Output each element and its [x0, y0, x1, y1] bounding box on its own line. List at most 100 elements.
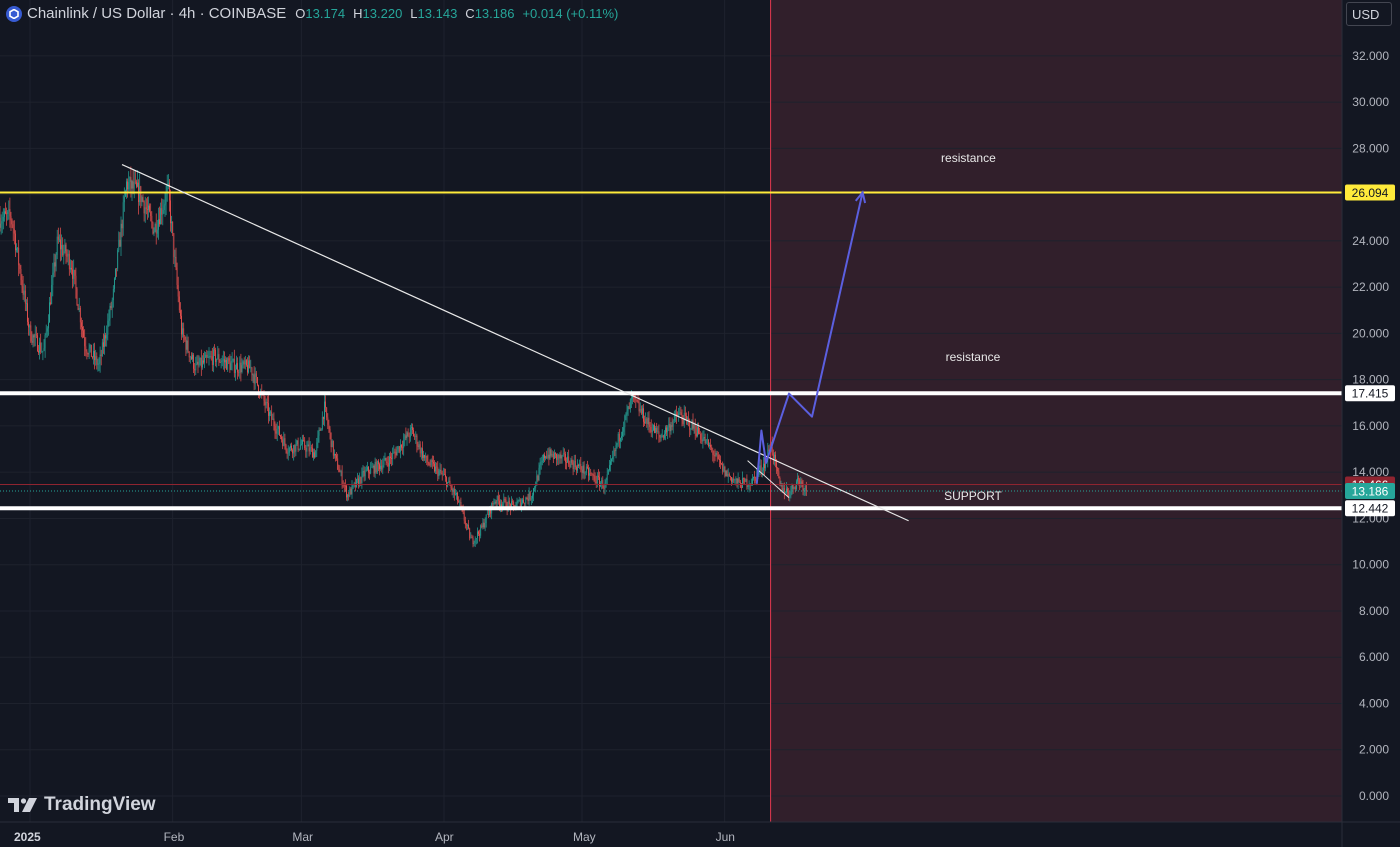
candle-body — [593, 475, 595, 477]
candle-body — [618, 433, 620, 442]
candle-body — [654, 424, 655, 434]
candle-body — [318, 430, 320, 436]
candle-body — [43, 348, 45, 351]
candle-body — [294, 445, 296, 452]
open-value: O13.174 — [295, 6, 346, 21]
candle-body — [125, 191, 126, 197]
currency-button[interactable]: USD — [1346, 2, 1392, 26]
candle-body — [128, 182, 130, 190]
candle-body — [733, 479, 735, 481]
candle-body — [583, 465, 585, 474]
candle-body — [148, 205, 149, 210]
y-tick-label: 0.000 — [1359, 789, 1389, 803]
candle-body — [683, 412, 685, 424]
candle-body — [396, 449, 398, 456]
candle-body — [455, 494, 456, 496]
candle-body — [698, 426, 699, 434]
candle-body — [312, 447, 313, 458]
candle-body — [609, 465, 610, 471]
candle-body — [598, 475, 599, 478]
candle-body — [136, 181, 137, 187]
candle-body — [690, 429, 692, 431]
tradingview-logo[interactable]: TradingView — [8, 794, 156, 816]
symbol-title[interactable]: Chainlink / US Dollar · 4h · COINBASE — [27, 5, 287, 22]
candle-body — [651, 430, 653, 433]
candle-body — [74, 269, 76, 276]
candle-body — [189, 356, 191, 358]
candle-body — [202, 360, 203, 368]
candle-body — [291, 445, 292, 451]
candle-body — [215, 350, 216, 362]
candle-body — [508, 501, 510, 504]
candle-body — [713, 454, 715, 456]
candle-body — [449, 480, 451, 486]
candle-body — [173, 233, 175, 258]
candle-body — [441, 473, 443, 475]
candle-body — [277, 426, 279, 429]
candle-body — [551, 453, 553, 456]
candle-body — [790, 489, 792, 496]
candle-body — [672, 420, 674, 427]
level-badge: 26.094 — [1352, 186, 1389, 200]
candle-body — [671, 425, 673, 427]
candle-body — [530, 498, 532, 500]
candle-body — [710, 444, 711, 448]
candle-body — [679, 412, 681, 413]
candle-body — [236, 363, 237, 370]
candle-body — [534, 487, 535, 489]
candle-body — [257, 376, 258, 386]
candle-body — [666, 427, 667, 433]
candle-body — [182, 328, 183, 335]
candle-body — [392, 453, 394, 460]
candle-body — [279, 426, 280, 436]
candle-body — [178, 296, 180, 311]
candle-body — [693, 424, 695, 429]
future-zone — [770, 0, 1342, 822]
candle-body — [126, 181, 127, 192]
candle-body — [308, 444, 310, 452]
candle-body — [779, 477, 781, 486]
candle-body — [103, 342, 104, 347]
candle-body — [452, 488, 454, 492]
candle-body — [156, 229, 158, 234]
x-tick-label: Jun — [716, 830, 735, 844]
candle-body — [533, 488, 534, 496]
candle-body — [364, 470, 366, 477]
candle-body — [478, 531, 479, 534]
candle-body — [75, 275, 77, 289]
candle-body — [184, 336, 186, 340]
candle-body — [691, 420, 693, 430]
candle-body — [62, 245, 64, 256]
candle-body — [523, 499, 524, 503]
candle-body — [265, 402, 267, 406]
candle-body — [628, 406, 630, 410]
candle-body — [627, 406, 629, 411]
candle-body — [391, 457, 392, 460]
candle-body — [372, 465, 374, 468]
candle-body — [431, 459, 433, 463]
candle-body — [252, 374, 254, 376]
price-badge-bg — [1345, 483, 1395, 500]
candle-body — [282, 439, 284, 446]
candle-body — [448, 480, 450, 482]
candle-body — [610, 461, 611, 466]
candle-body — [748, 484, 750, 487]
candle-body — [72, 269, 73, 279]
candle-body — [240, 362, 242, 373]
candle-body — [400, 444, 401, 452]
candle-body — [97, 364, 99, 365]
candle-body — [612, 457, 614, 460]
candle-body — [200, 357, 202, 368]
candle-body — [218, 354, 220, 362]
candle-body — [258, 385, 259, 394]
candle-body — [745, 479, 747, 482]
candle-body — [13, 229, 15, 234]
candle-body — [346, 485, 347, 498]
candle-body — [783, 487, 785, 494]
candle-body — [191, 356, 192, 360]
candle-body — [11, 220, 13, 225]
candle-body — [413, 429, 414, 437]
candle-body — [761, 470, 763, 472]
candle-body — [605, 480, 607, 483]
